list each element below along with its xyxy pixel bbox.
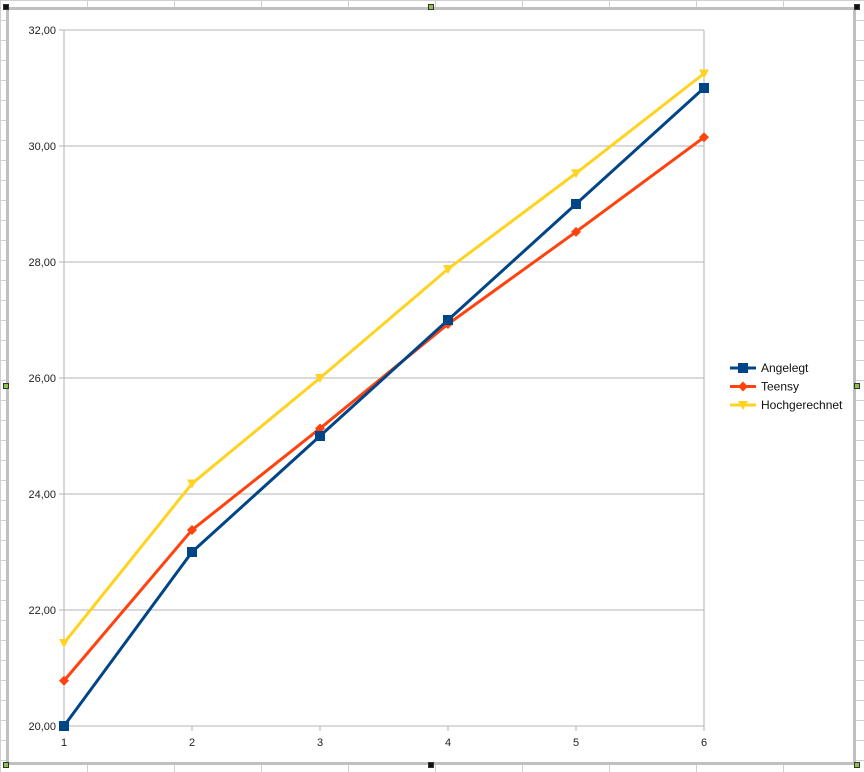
data-point-teensy xyxy=(59,675,69,686)
data-point-angelegt xyxy=(315,431,325,441)
series-line-angelegt xyxy=(62,86,706,727)
legend-marker-teensy xyxy=(738,381,748,392)
resize-handle-top-right[interactable] xyxy=(854,4,860,10)
x-tick-label: 5 xyxy=(573,737,579,749)
data-point-hochgerechnet xyxy=(59,639,69,649)
data-point-hochgerechnet xyxy=(443,264,453,274)
data-point-teensy xyxy=(571,226,581,237)
legend-marker-angelegt xyxy=(738,363,748,373)
data-point-teensy xyxy=(315,423,325,434)
y-tick-label: 30,00 xyxy=(28,141,56,153)
y-tick-label: 26,00 xyxy=(28,373,56,385)
data-point-angelegt xyxy=(571,199,581,209)
data-point-hochgerechnet xyxy=(571,169,581,179)
resize-handle-bottom-center[interactable] xyxy=(428,762,434,768)
legend-label-hochgerechnet: Hochgerechnet xyxy=(761,398,843,412)
data-point-angelegt xyxy=(187,547,197,557)
axes: 20,00 22,00 24,00 26,00 28,00 30,00 32,00 1 2 3 4 5… xyxy=(28,25,707,749)
series-layer xyxy=(59,69,709,731)
resize-handle-bottom-right[interactable] xyxy=(854,762,860,768)
resize-handle-middle-right[interactable] xyxy=(854,383,860,389)
series-line-teensy xyxy=(62,136,705,682)
resize-handle-bottom-left[interactable] xyxy=(3,762,9,768)
x-tick-label: 6 xyxy=(701,737,707,749)
data-point-angelegt xyxy=(699,83,709,93)
y-tick-label: 20,00 xyxy=(28,721,56,733)
resize-handle-top-left[interactable] xyxy=(3,4,9,10)
data-point-teensy xyxy=(699,132,709,143)
data-point-angelegt xyxy=(59,721,69,731)
series-line-hochgerechnet xyxy=(62,72,705,644)
resize-handle-middle-left[interactable] xyxy=(3,383,9,389)
x-tick-label: 1 xyxy=(61,737,67,749)
legend-label-teensy: Teensy xyxy=(761,380,799,394)
data-point-angelegt xyxy=(443,315,453,325)
data-point-hochgerechnet xyxy=(699,69,709,79)
grid-lines xyxy=(64,29,704,727)
y-tick-label: 32,00 xyxy=(28,25,56,37)
x-tick-label: 2 xyxy=(189,737,195,749)
legend-marker-hochgerechnet xyxy=(738,401,748,410)
legend: Angelegt Teensy Hochgerechnet xyxy=(730,361,843,412)
data-point-hochgerechnet xyxy=(187,479,197,489)
y-tick-label: 24,00 xyxy=(28,489,56,501)
y-tick-label: 28,00 xyxy=(28,257,56,269)
resize-handle-top-center[interactable] xyxy=(428,4,434,10)
legend-label-angelegt: Angelegt xyxy=(761,361,809,375)
x-tick-label: 4 xyxy=(445,737,451,749)
data-point-hochgerechnet xyxy=(315,374,325,383)
y-tick-label: 22,00 xyxy=(28,605,56,617)
x-tick-label: 3 xyxy=(317,737,323,749)
data-point-teensy xyxy=(187,524,197,535)
